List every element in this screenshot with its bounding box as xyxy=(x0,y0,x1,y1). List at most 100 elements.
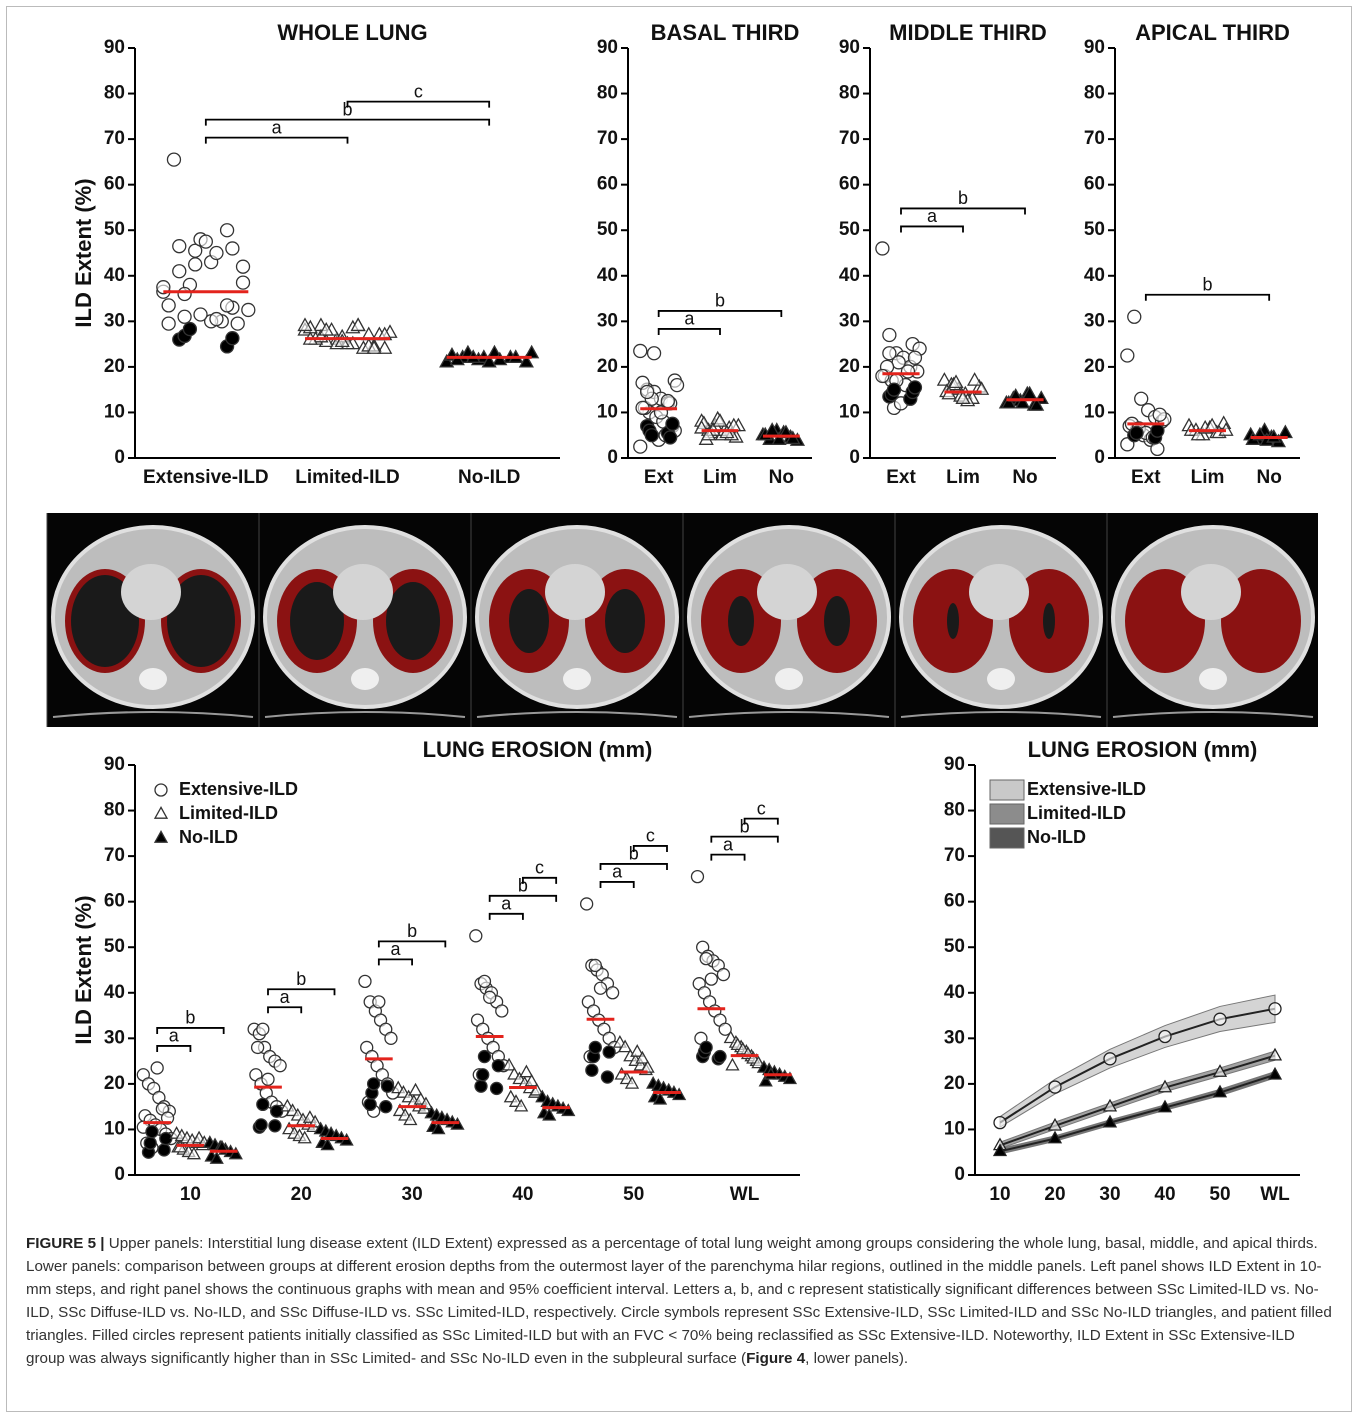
marker xyxy=(491,1082,503,1094)
marker xyxy=(645,429,658,442)
marker xyxy=(603,1046,615,1058)
marker xyxy=(475,1080,487,1092)
ct-lung xyxy=(386,582,440,660)
y-tick-label: 10 xyxy=(104,401,125,422)
y-tick-label: 70 xyxy=(1084,128,1105,149)
ct-heart xyxy=(545,564,605,620)
marker xyxy=(262,1073,274,1085)
marker xyxy=(666,417,679,430)
marker xyxy=(368,1078,380,1090)
y-tick-label: 90 xyxy=(597,37,618,58)
legend-swatch xyxy=(990,780,1024,800)
y-tick-label: 0 xyxy=(954,1164,965,1185)
marker xyxy=(908,381,921,394)
marker xyxy=(226,332,239,345)
y-tick-label: 60 xyxy=(1084,174,1105,195)
marker xyxy=(648,347,661,360)
ct-heart xyxy=(969,564,1029,620)
y-tick-label: 60 xyxy=(839,174,860,195)
y-tick-label: 40 xyxy=(944,982,965,1003)
marker xyxy=(183,323,196,336)
marker xyxy=(381,1080,393,1092)
ci-band xyxy=(1000,995,1275,1127)
y-tick-label: 70 xyxy=(597,128,618,149)
ct-lung xyxy=(824,596,850,646)
bracket xyxy=(268,1007,301,1013)
y-tick-label: 20 xyxy=(104,1073,125,1094)
x-tick-label: Extensive-ILD xyxy=(143,467,269,488)
chart-title: LUNG EROSION (mm) xyxy=(423,737,653,762)
bracket xyxy=(901,208,1025,214)
marker xyxy=(589,1041,601,1053)
ct-lung xyxy=(509,589,549,653)
chart-title: LUNG EROSION (mm) xyxy=(1028,737,1258,762)
x-tick-label: 30 xyxy=(1099,1184,1120,1205)
marker xyxy=(1214,1013,1226,1025)
marker xyxy=(162,317,175,330)
y-tick-label: 60 xyxy=(597,174,618,195)
legend-swatch xyxy=(990,828,1024,848)
y-tick-label: 30 xyxy=(944,1027,965,1048)
y-tick-label: 30 xyxy=(104,310,125,331)
marker xyxy=(1104,1053,1116,1065)
ct-spine xyxy=(775,668,803,690)
bracket xyxy=(379,959,412,965)
marker xyxy=(274,1060,286,1072)
bracket-label: b xyxy=(407,921,417,941)
marker xyxy=(226,242,239,255)
marker xyxy=(1130,426,1143,439)
bracket-label: c xyxy=(646,826,655,846)
marker xyxy=(664,431,677,444)
caption: FIGURE 5 | Upper panels: Interstitial lu… xyxy=(26,1232,1336,1370)
marker xyxy=(189,258,202,271)
caption-label: FIGURE 5 | xyxy=(26,1235,105,1252)
marker xyxy=(726,1059,738,1070)
marker xyxy=(901,365,914,378)
marker xyxy=(221,224,234,237)
chart-title: APICAL THIRD xyxy=(1135,20,1290,45)
x-tick-label: Ext xyxy=(886,467,916,488)
y-axis-label: ILD Extent (%) xyxy=(71,178,96,327)
marker xyxy=(210,247,223,260)
marker xyxy=(173,240,186,253)
y-tick-label: 50 xyxy=(104,936,125,957)
ct-lung xyxy=(605,589,645,653)
marker xyxy=(994,1117,1006,1129)
bracket xyxy=(348,102,490,108)
marker xyxy=(146,1126,158,1138)
marker xyxy=(1269,1003,1281,1015)
marker xyxy=(581,898,593,910)
marker xyxy=(589,959,601,971)
marker xyxy=(1151,424,1164,437)
bracket xyxy=(490,914,523,920)
y-tick-label: 50 xyxy=(839,219,860,240)
x-tick-label: No xyxy=(1257,467,1282,488)
ct-spine xyxy=(351,668,379,690)
bracket xyxy=(711,837,778,843)
marker xyxy=(210,313,223,326)
ct-spine xyxy=(1199,668,1227,690)
x-tick-label: No xyxy=(769,467,794,488)
marker xyxy=(595,982,607,994)
marker xyxy=(194,308,207,321)
bracket-label: c xyxy=(757,798,766,818)
marker xyxy=(155,784,167,796)
y-tick-label: 80 xyxy=(104,800,125,821)
ct-lung xyxy=(1043,603,1055,639)
marker xyxy=(496,1005,508,1017)
y-tick-label: 80 xyxy=(1084,83,1105,104)
marker xyxy=(1279,426,1292,438)
bracket xyxy=(379,941,446,947)
marker xyxy=(478,1051,490,1063)
marker xyxy=(470,930,482,942)
marker xyxy=(691,871,703,883)
marker xyxy=(155,831,167,842)
marker xyxy=(221,299,234,312)
marker xyxy=(255,1119,267,1131)
marker xyxy=(1121,349,1134,362)
x-tick-label: Ext xyxy=(1131,467,1161,488)
ct-lung xyxy=(728,596,754,646)
x-tick-label: 10 xyxy=(989,1184,1010,1205)
marker xyxy=(607,987,619,999)
